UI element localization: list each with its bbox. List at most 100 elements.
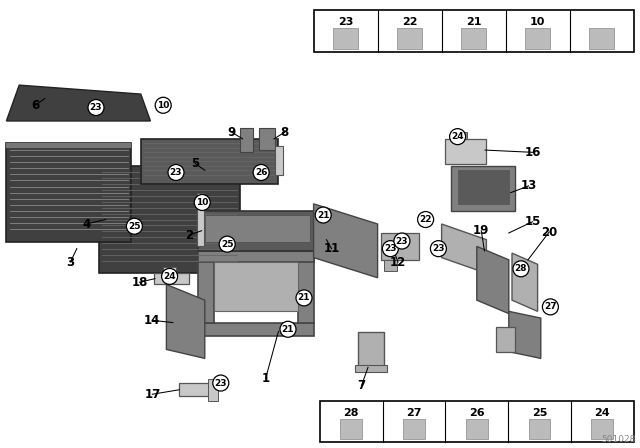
Bar <box>6 143 131 242</box>
Bar <box>529 419 550 439</box>
Text: 6: 6 <box>31 99 39 112</box>
Text: 17: 17 <box>144 388 161 401</box>
Text: 23: 23 <box>338 17 353 27</box>
Circle shape <box>543 299 559 315</box>
Bar <box>454 132 467 139</box>
Bar <box>591 419 613 439</box>
Text: 1: 1 <box>262 372 269 385</box>
Text: 26: 26 <box>255 168 268 177</box>
Circle shape <box>383 241 398 257</box>
Bar <box>320 401 634 442</box>
Text: 10: 10 <box>530 17 545 27</box>
Circle shape <box>127 218 143 234</box>
Circle shape <box>253 164 269 181</box>
Text: 26: 26 <box>469 408 484 418</box>
Text: 3: 3 <box>67 255 74 269</box>
Text: 10: 10 <box>196 198 209 207</box>
Bar <box>397 28 422 49</box>
Bar <box>403 419 425 439</box>
Text: 2: 2 <box>185 228 193 242</box>
Bar <box>381 233 419 260</box>
Text: 24: 24 <box>451 132 464 141</box>
Bar <box>461 28 486 49</box>
Bar <box>6 143 131 148</box>
Text: 19: 19 <box>473 224 490 237</box>
Polygon shape <box>314 204 378 278</box>
Circle shape <box>280 321 296 337</box>
Text: 24: 24 <box>595 408 610 418</box>
Bar <box>179 383 214 396</box>
Text: 25: 25 <box>128 222 141 231</box>
Bar <box>340 419 362 439</box>
Bar <box>298 251 314 323</box>
Text: 501028: 501028 <box>602 435 636 444</box>
Bar <box>197 193 204 246</box>
Text: 5: 5 <box>191 157 199 170</box>
Circle shape <box>418 211 434 228</box>
Text: 21: 21 <box>298 293 310 302</box>
Polygon shape <box>509 311 541 358</box>
Bar <box>163 267 176 273</box>
Text: 27: 27 <box>544 302 557 311</box>
Text: 11: 11 <box>323 242 340 255</box>
Bar <box>525 28 550 49</box>
Bar <box>208 379 218 401</box>
Text: 7: 7 <box>358 379 365 392</box>
Bar <box>198 251 214 323</box>
Bar <box>141 139 278 184</box>
Text: 15: 15 <box>524 215 541 228</box>
Polygon shape <box>512 253 538 311</box>
Circle shape <box>219 236 236 252</box>
Bar <box>214 262 298 311</box>
Bar <box>458 170 509 204</box>
Circle shape <box>513 261 529 277</box>
Bar <box>445 139 486 164</box>
Bar <box>259 128 275 150</box>
Circle shape <box>168 164 184 181</box>
Bar <box>466 419 488 439</box>
Text: 21: 21 <box>282 325 294 334</box>
Text: 10: 10 <box>157 101 170 110</box>
Bar <box>358 332 384 367</box>
Circle shape <box>88 99 104 116</box>
Text: 23: 23 <box>396 237 408 246</box>
Circle shape <box>431 241 447 257</box>
Text: 16: 16 <box>524 146 541 159</box>
Bar <box>99 166 240 273</box>
Bar <box>240 128 253 152</box>
Bar <box>355 365 387 372</box>
Text: 23: 23 <box>90 103 102 112</box>
Circle shape <box>162 268 178 284</box>
Text: 22: 22 <box>402 17 417 27</box>
Bar <box>205 215 310 242</box>
Text: 23: 23 <box>214 379 227 388</box>
Bar <box>333 28 358 49</box>
Bar <box>314 10 634 52</box>
Bar <box>496 327 515 352</box>
Circle shape <box>296 290 312 306</box>
Circle shape <box>195 194 210 211</box>
Text: 25: 25 <box>221 240 234 249</box>
Circle shape <box>449 129 466 145</box>
Text: 4: 4 <box>83 217 90 231</box>
Bar <box>451 166 515 211</box>
Polygon shape <box>166 284 205 358</box>
Text: 12: 12 <box>390 255 406 269</box>
Text: 18: 18 <box>131 276 148 289</box>
Bar <box>198 211 317 251</box>
Text: 28: 28 <box>344 408 359 418</box>
Polygon shape <box>477 246 509 314</box>
Text: 20: 20 <box>541 225 557 239</box>
Text: 21: 21 <box>317 211 330 220</box>
Text: 23: 23 <box>170 168 182 177</box>
Text: 24: 24 <box>163 272 176 281</box>
Text: 22: 22 <box>419 215 432 224</box>
Text: 9: 9 <box>228 125 236 139</box>
Text: 21: 21 <box>466 17 481 27</box>
Bar <box>198 251 314 262</box>
Text: 25: 25 <box>532 408 547 418</box>
Polygon shape <box>6 85 150 121</box>
Bar <box>589 28 614 49</box>
Text: 13: 13 <box>520 179 537 193</box>
Text: 23: 23 <box>384 244 397 253</box>
